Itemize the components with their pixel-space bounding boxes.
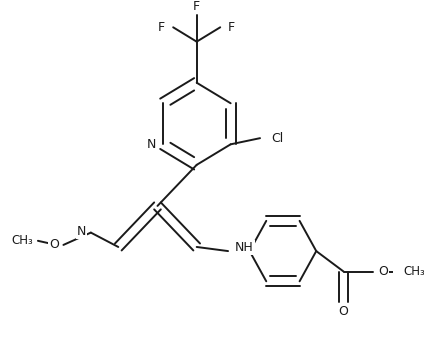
Text: F: F	[158, 21, 165, 34]
Text: CH₃: CH₃	[403, 265, 424, 278]
Text: CH₃: CH₃	[11, 234, 33, 247]
Text: O: O	[49, 238, 59, 251]
Text: O: O	[378, 265, 388, 278]
Text: O: O	[339, 305, 349, 318]
Text: Cl: Cl	[271, 132, 283, 145]
Text: F: F	[228, 21, 235, 34]
Text: N: N	[146, 138, 156, 151]
Text: N: N	[77, 225, 86, 238]
Text: NH: NH	[235, 241, 254, 254]
Text: F: F	[193, 0, 200, 13]
